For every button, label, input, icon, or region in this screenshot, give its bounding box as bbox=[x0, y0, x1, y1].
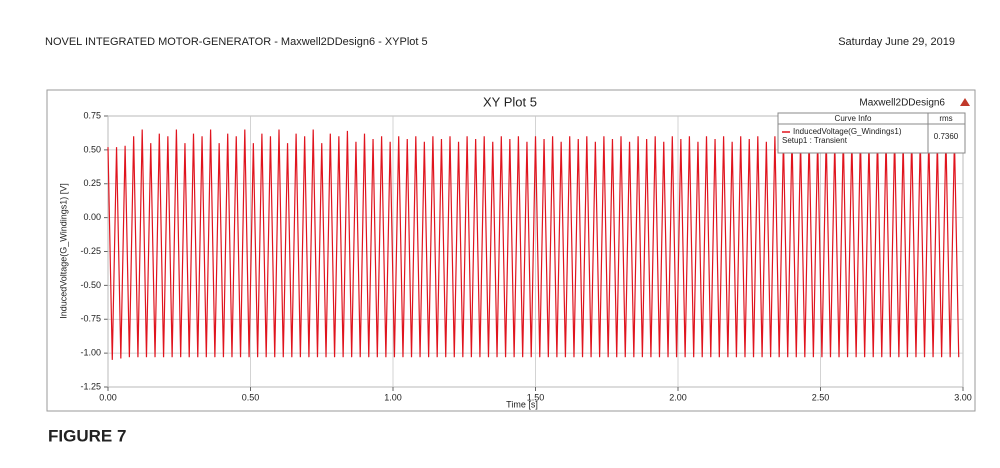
data-line bbox=[107, 129, 960, 360]
header-left: NOVEL INTEGRATED MOTOR-GENERATOR - Maxwe… bbox=[45, 36, 428, 48]
figure-caption: FIGURE 7 bbox=[48, 426, 126, 445]
y-tick-label: -0.75 bbox=[80, 314, 101, 324]
x-tick-label: 3.00 bbox=[954, 392, 972, 402]
x-tick-label: 0.50 bbox=[242, 392, 260, 402]
legend-header: Curve Info bbox=[835, 114, 872, 123]
y-tick-label: 0.25 bbox=[83, 178, 101, 188]
y-tick-label: 0.00 bbox=[83, 212, 101, 222]
x-tick-label: 1.50 bbox=[527, 392, 545, 402]
header-right: Saturday June 29, 2019 bbox=[838, 36, 955, 48]
design-name: Maxwell2DDesign6 bbox=[859, 98, 945, 109]
logo bbox=[960, 98, 970, 106]
legend-box bbox=[777, 112, 966, 154]
legend-label: InducedVoltage(G_Windings1) bbox=[793, 127, 902, 136]
chart-title: XY Plot 5 bbox=[483, 94, 537, 109]
x-tick-label: 1.00 bbox=[384, 392, 402, 402]
y-tick-label: 0.75 bbox=[83, 110, 101, 120]
y-tick-label: -0.50 bbox=[80, 280, 101, 290]
y-tick-label: -1.25 bbox=[80, 381, 101, 391]
legend-setup: Setup1 : Transient bbox=[782, 136, 848, 145]
x-axis-label: Time [s] bbox=[506, 399, 538, 409]
x-tick-label: 2.50 bbox=[812, 392, 830, 402]
y-tick-label: -0.25 bbox=[80, 246, 101, 256]
legend-stat: rms bbox=[939, 114, 952, 123]
y-tick-label: 0.50 bbox=[83, 144, 101, 154]
x-tick-label: 0.00 bbox=[99, 392, 117, 402]
legend-stat-value: 0.7360 bbox=[934, 132, 959, 141]
x-tick-label: 2.00 bbox=[669, 392, 687, 402]
y-axis-label: InducedVoltage(G_Windings1) [V] bbox=[58, 183, 68, 319]
y-tick-label: -1.00 bbox=[80, 348, 101, 358]
